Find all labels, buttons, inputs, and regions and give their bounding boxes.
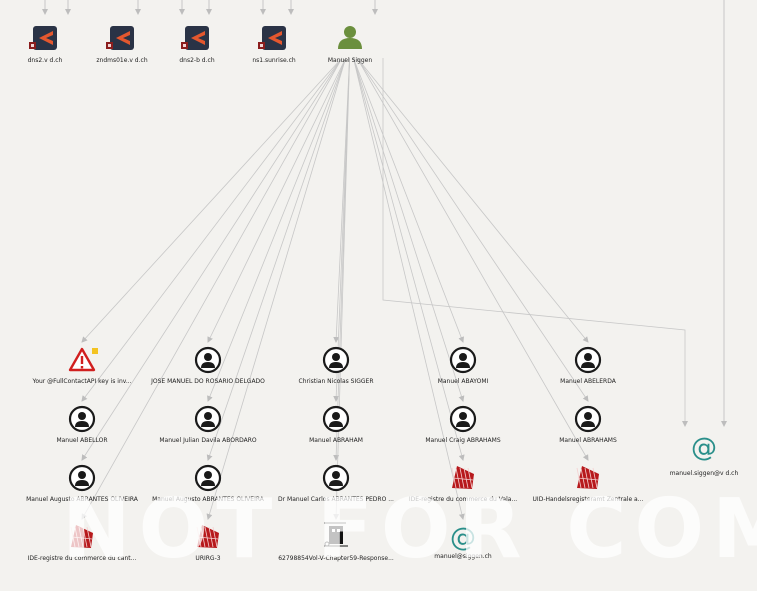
node-label: Manuel Augusto ABRANTES OLIVEIRA — [26, 496, 138, 503]
node-label: Manuel Julian Davila ABORDARO — [159, 437, 257, 444]
registry-icon[interactable] — [451, 466, 474, 489]
edge-line — [356, 57, 589, 343]
node-label: manuel.siggen@v d.ch — [669, 470, 739, 477]
warning-icon[interactable] — [68, 347, 98, 372]
node-label: Manuel ABELERDA — [560, 378, 616, 385]
node-label: ns1.sunrise.ch — [252, 57, 296, 64]
profile-icon[interactable] — [574, 405, 602, 433]
profile-icon[interactable] — [322, 405, 350, 433]
node-label: Dr Manuel Carlos ABRANTES PEDRO ... — [278, 496, 394, 503]
node-label: JOSE MANUEL DO ROSARIO DELGADO — [151, 378, 265, 385]
node-label: Your @FullContactAPI key is inv... — [32, 378, 132, 385]
profile-icon[interactable] — [194, 464, 222, 492]
edge-line — [207, 57, 347, 402]
edge-line — [81, 57, 343, 343]
edge-line — [353, 57, 464, 343]
person-icon[interactable] — [338, 26, 362, 49]
nameserver-icon[interactable] — [106, 26, 134, 50]
registry-icon[interactable] — [576, 466, 599, 489]
node-label: Manuel Siggen — [327, 57, 373, 64]
node-label: Manuel Augusto ABRANTES OLIVEIRA — [152, 496, 264, 503]
edge-line — [333, 57, 350, 520]
edge-line — [356, 57, 589, 402]
edge-line — [353, 57, 465, 520]
node-label: 62798854Vol-V-Chapter59-Response... — [278, 555, 394, 562]
edges-layer — [42, 0, 727, 520]
edge-line — [356, 57, 589, 461]
node-label: Christian Nicolas SIGGER — [298, 378, 374, 385]
nameserver-icon[interactable] — [258, 26, 286, 50]
edge-line — [382, 58, 688, 427]
node-label: dns2-b d.ch — [179, 57, 215, 64]
edge-line — [206, 57, 347, 520]
registry-icon[interactable] — [70, 525, 93, 548]
node-label: Manuel ABRAHAM — [309, 437, 363, 444]
node-label: Manuel ABRAHAMS — [559, 437, 617, 444]
node-label: manuel@siggen.ch — [434, 553, 492, 560]
profile-icon[interactable] — [322, 346, 350, 374]
node-label: IDE-registre du commerce du Vala... — [408, 496, 518, 503]
edge-line — [353, 57, 465, 402]
edge-line — [206, 57, 347, 461]
nameserver-icon[interactable] — [29, 26, 57, 50]
profile-icon[interactable] — [574, 346, 602, 374]
node-label: Manuel Craig ABRAHAMS — [425, 437, 501, 444]
svg-text:@: @ — [691, 433, 717, 463]
node-label: zndms01e.v d.ch — [96, 57, 148, 64]
profile-icon[interactable] — [449, 405, 477, 433]
nameserver-icon[interactable] — [181, 26, 209, 50]
profile-icon[interactable] — [68, 405, 96, 433]
email-icon[interactable]: @ — [450, 523, 476, 553]
node-label: Manuel ABAYOMI — [437, 378, 489, 385]
edge-line — [81, 57, 343, 461]
node-label: URIRG-3 — [195, 555, 221, 562]
node-label: Manuel ABELLOR — [56, 437, 108, 444]
svg-text:@: @ — [450, 523, 476, 553]
email-icon[interactable]: @ — [691, 433, 717, 463]
profile-icon[interactable] — [322, 464, 350, 492]
icons-layer: @@ — [29, 26, 717, 553]
profile-icon[interactable] — [194, 405, 222, 433]
profile-icon[interactable] — [194, 346, 222, 374]
edge-line — [207, 57, 347, 343]
registry-icon[interactable] — [196, 525, 219, 548]
document-icon[interactable] — [324, 522, 348, 547]
edge-line — [81, 57, 343, 402]
profile-icon[interactable] — [68, 464, 96, 492]
node-label: IDE-registre du commerce du cant... — [27, 555, 137, 562]
node-label: UID-Handelsregisteramt Zentrale a... — [532, 496, 644, 503]
edge-line — [353, 57, 465, 461]
profile-icon[interactable] — [449, 346, 477, 374]
edge-line — [81, 57, 343, 520]
node-label: dns2.v d.ch — [27, 57, 63, 64]
